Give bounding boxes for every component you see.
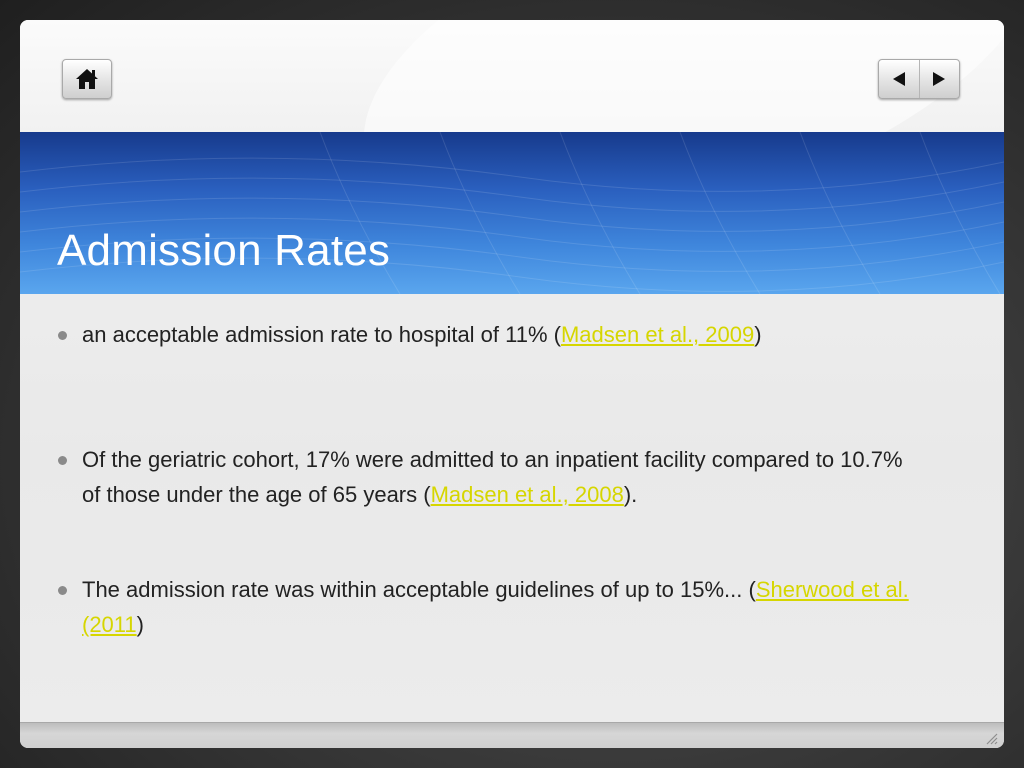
title-band: Admission Rates bbox=[20, 132, 1004, 294]
home-icon bbox=[76, 69, 98, 89]
next-slide-button[interactable] bbox=[918, 60, 960, 98]
bullet-item: an acceptable admission rate to hospital… bbox=[58, 317, 922, 352]
bullet-text-end: ). bbox=[623, 482, 638, 507]
slide-navigation bbox=[878, 59, 960, 99]
bullet-dot bbox=[58, 331, 67, 340]
bullet-item: Of the geriatric cohort, 17% were admitt… bbox=[58, 442, 922, 512]
bullet-text: Of the geriatric cohort, 17% were admitt… bbox=[82, 447, 903, 507]
resize-grip-icon[interactable] bbox=[984, 731, 998, 745]
band-wave-pattern bbox=[20, 132, 1004, 294]
citation-link[interactable]: Madsen et al., 2009 bbox=[560, 322, 755, 347]
bullet-dot bbox=[58, 586, 67, 595]
slide-footer-bar bbox=[20, 722, 1004, 748]
bullet-dot bbox=[58, 456, 67, 465]
bullet-text-end: ) bbox=[754, 322, 762, 347]
slide-body: an acceptable admission rate to hospital… bbox=[20, 294, 1004, 722]
bullet-text: The admission rate was within acceptable… bbox=[82, 577, 756, 602]
previous-slide-button[interactable] bbox=[879, 60, 919, 98]
slide: Admission Rates an acceptable admission … bbox=[20, 20, 1004, 748]
slide-title: Admission Rates bbox=[57, 226, 391, 275]
bullet-text: an acceptable admission rate to hospital… bbox=[82, 322, 561, 347]
citation-link[interactable]: Sherwood et al. (2011 bbox=[82, 577, 909, 637]
slide-header-area bbox=[20, 20, 1004, 132]
home-button[interactable] bbox=[62, 59, 112, 99]
bullet-item: The admission rate was within acceptable… bbox=[58, 572, 922, 642]
triangle-left-icon bbox=[892, 72, 905, 86]
bullet-text-end: ) bbox=[136, 612, 144, 637]
triangle-right-icon bbox=[933, 72, 946, 86]
citation-link[interactable]: Madsen et al., 2008 bbox=[430, 482, 624, 507]
